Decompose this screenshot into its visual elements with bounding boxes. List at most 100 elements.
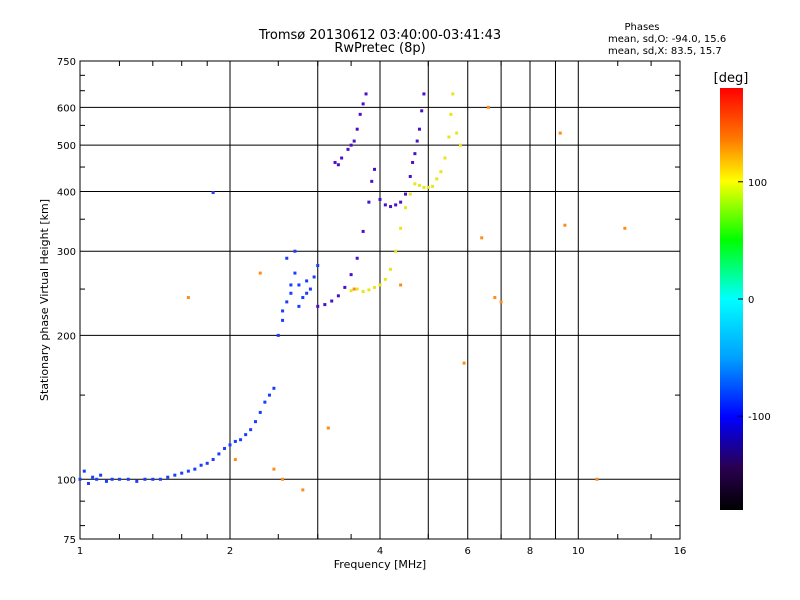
- y-tick-label: 300: [57, 247, 76, 258]
- data-point: [361, 290, 365, 294]
- data-point: [422, 92, 426, 96]
- phase-box-title: Phases: [624, 22, 659, 33]
- data-point: [373, 285, 377, 289]
- data-point: [378, 197, 382, 201]
- data-point: [272, 386, 276, 390]
- data-point: [413, 152, 417, 156]
- data-point: [343, 285, 347, 289]
- data-point: [415, 139, 419, 143]
- data-point: [563, 223, 567, 227]
- data-point: [336, 163, 340, 167]
- data-point: [186, 469, 190, 473]
- data-point: [383, 203, 387, 207]
- series-1: [316, 92, 426, 308]
- data-point: [135, 479, 139, 483]
- data-point: [323, 303, 327, 307]
- data-point: [346, 147, 350, 151]
- data-point: [411, 160, 415, 164]
- y-tick-label: 200: [57, 331, 76, 342]
- y-tick-label: 400: [57, 187, 76, 198]
- data-point: [193, 467, 197, 471]
- data-point: [426, 185, 430, 189]
- data-point: [370, 179, 374, 183]
- data-point: [233, 439, 237, 443]
- data-point: [223, 446, 227, 450]
- data-point: [228, 443, 232, 447]
- data-point: [281, 477, 285, 481]
- data-point: [373, 167, 377, 171]
- data-points: [78, 92, 627, 492]
- data-point: [110, 477, 114, 481]
- y-tick-label: 500: [57, 141, 76, 152]
- data-point: [258, 410, 262, 414]
- data-point: [389, 267, 393, 271]
- colorbar-tick-label: -100: [748, 412, 771, 423]
- phase-mean-x: mean, sd,X: 83.5, 15.7: [608, 46, 722, 57]
- x-tick-label: 8: [527, 546, 533, 557]
- data-point: [239, 438, 243, 442]
- data-point: [312, 275, 316, 279]
- data-point: [305, 291, 309, 295]
- data-point: [399, 283, 403, 287]
- data-point: [151, 477, 155, 481]
- data-point: [158, 477, 162, 481]
- data-point: [211, 457, 215, 461]
- data-point: [435, 177, 439, 181]
- data-point: [293, 271, 297, 275]
- data-point: [330, 299, 334, 303]
- data-point: [394, 249, 398, 253]
- data-point: [217, 452, 221, 456]
- data-point: [394, 203, 398, 207]
- series-2: [349, 92, 462, 294]
- data-point: [211, 191, 215, 195]
- data-point: [364, 92, 368, 96]
- data-point: [143, 477, 147, 481]
- data-point: [340, 156, 344, 160]
- data-point: [95, 477, 99, 481]
- data-point: [623, 226, 627, 230]
- data-point: [293, 249, 297, 253]
- data-point: [336, 294, 340, 298]
- data-point: [281, 318, 285, 322]
- data-point: [462, 361, 466, 365]
- data-point: [422, 185, 426, 189]
- data-point: [399, 200, 403, 204]
- data-point: [449, 112, 453, 116]
- data-point: [480, 236, 484, 240]
- data-point: [253, 420, 257, 424]
- data-point: [285, 300, 289, 304]
- data-point: [316, 304, 320, 308]
- data-point: [301, 488, 305, 492]
- data-point: [326, 426, 330, 430]
- data-point: [417, 127, 421, 131]
- data-point: [413, 182, 417, 186]
- x-tick-label: 16: [674, 546, 687, 557]
- data-point: [378, 283, 382, 287]
- data-point: [367, 200, 371, 204]
- y-tick-label: 100: [57, 475, 76, 486]
- data-point: [285, 256, 289, 260]
- data-point: [355, 287, 359, 291]
- data-point: [349, 143, 353, 147]
- data-point: [205, 461, 209, 465]
- y-tick-label: 600: [57, 103, 76, 114]
- data-point: [117, 477, 121, 481]
- data-point: [233, 457, 237, 461]
- data-point: [443, 156, 447, 160]
- data-point: [166, 475, 170, 479]
- data-point: [244, 433, 248, 437]
- data-point: [289, 283, 293, 287]
- data-point: [316, 264, 320, 268]
- colorbar-tick-label: 100: [748, 178, 767, 189]
- data-point: [399, 226, 403, 230]
- data-point: [249, 428, 253, 432]
- data-point: [408, 192, 412, 196]
- colorbar-label: [deg]: [714, 71, 749, 86]
- colorbar-ticks: 100 0 -100: [738, 178, 771, 423]
- data-point: [352, 139, 356, 143]
- data-point: [333, 160, 337, 164]
- data-point: [458, 143, 462, 147]
- data-point: [417, 183, 421, 187]
- data-point: [297, 283, 301, 287]
- data-point: [361, 102, 365, 106]
